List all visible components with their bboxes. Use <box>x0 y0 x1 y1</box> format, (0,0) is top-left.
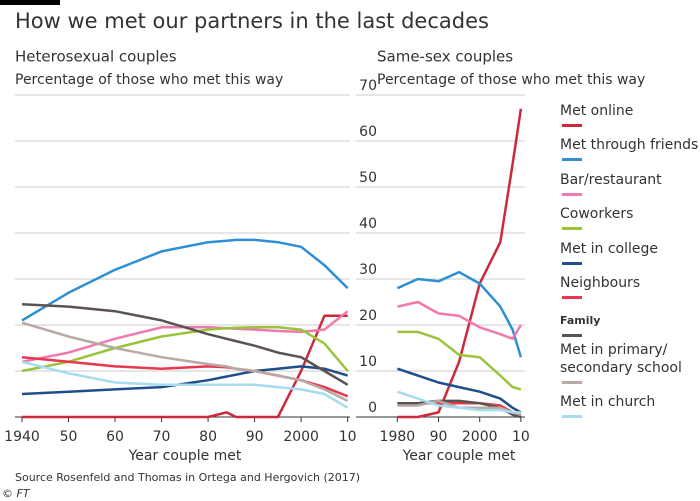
x-tick-label: 50 <box>60 429 78 445</box>
legend-swatch <box>562 415 582 418</box>
series-line <box>21 321 349 403</box>
legend-swatch <box>562 262 582 265</box>
y-tick-label: 0 <box>368 400 377 416</box>
legend-swatch <box>562 296 582 299</box>
legend-label: Bar/restaurant <box>560 172 662 188</box>
y-tick-label: 20 <box>359 308 377 324</box>
y-tick-label: 50 <box>359 170 377 186</box>
ft-bar <box>0 0 60 5</box>
series-line <box>21 365 349 396</box>
legend-label: Met in college <box>560 241 658 257</box>
series-line <box>21 238 349 322</box>
series-line <box>21 360 349 409</box>
y-tick-label: 70 <box>359 78 377 94</box>
y-tick-label: 60 <box>359 124 377 140</box>
panel-subtitle: Percentage of those who met this way <box>15 72 283 88</box>
title: How we met our partners in the last deca… <box>15 9 489 33</box>
x-tick-label: 80 <box>199 429 217 445</box>
x-axis-label: Year couple met <box>128 448 242 464</box>
series-line <box>397 300 522 341</box>
series-line <box>397 367 522 414</box>
series-line <box>21 303 349 386</box>
legend-swatch <box>562 158 582 161</box>
x-tick-label: 1940 <box>4 429 40 445</box>
series-line <box>397 390 521 414</box>
legend-label: Family <box>560 314 601 327</box>
legend-label: Met through friends <box>560 137 699 153</box>
source: Source Rosenfeld and Thomas in Ortega an… <box>15 471 360 484</box>
legend-label: Coworkers <box>560 206 634 222</box>
panel-subtitle: Percentage of those who met this way <box>377 72 645 88</box>
x-tick-label: 90 <box>246 429 264 445</box>
legend-swatch <box>562 381 582 384</box>
legend-swatch <box>562 124 582 127</box>
y-tick-label: 10 <box>359 354 377 370</box>
x-tick-label: 90 <box>430 429 448 445</box>
x-tick-label: 60 <box>106 429 124 445</box>
x-tick-label: 2000 <box>462 429 498 445</box>
series-line <box>21 326 349 373</box>
y-tick-label: 30 <box>359 262 377 278</box>
series-line <box>397 399 522 419</box>
panel-title: Same-sex couples <box>377 48 513 66</box>
x-tick-label: 70 <box>153 429 171 445</box>
legend-label: Met online <box>560 103 634 119</box>
x-tick-label: 2000 <box>283 429 319 445</box>
x-tick-label: 10 <box>512 429 530 445</box>
legend-swatch <box>562 227 582 230</box>
series-line <box>22 314 348 419</box>
series-line <box>397 330 522 391</box>
credit: © FT <box>2 487 31 500</box>
legend-label: Met in primary/ secondary school <box>560 342 682 376</box>
x-tick-label: 10 <box>339 429 357 445</box>
series-line <box>396 270 523 358</box>
legend-swatch <box>562 334 582 337</box>
legend-swatch <box>562 193 582 196</box>
panel-title: Heterosexual couples <box>15 48 177 66</box>
x-tick-label: 1980 <box>380 429 416 445</box>
x-axis-label: Year couple met <box>402 448 516 464</box>
y-tick-label: 40 <box>359 216 377 232</box>
legend-label: Met in church <box>560 394 656 410</box>
legend-label: Neighbours <box>560 275 641 291</box>
